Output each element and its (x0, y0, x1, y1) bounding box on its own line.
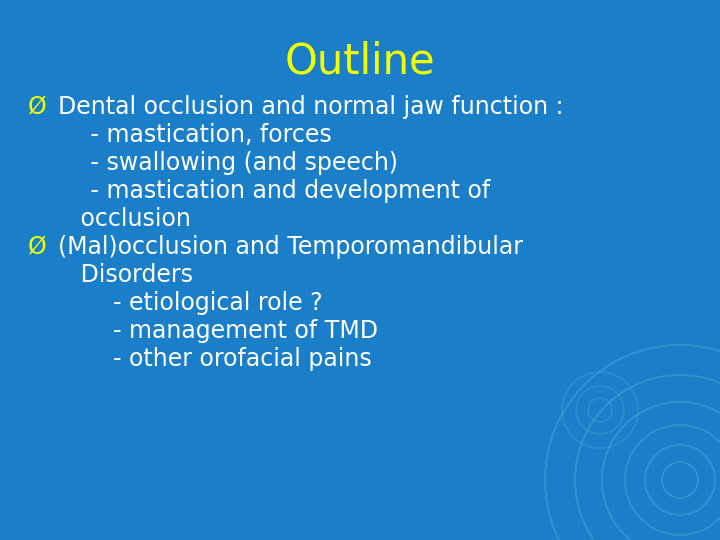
Text: Dental occlusion and normal jaw function :: Dental occlusion and normal jaw function… (58, 95, 564, 119)
Text: - mastication and development of: - mastication and development of (68, 179, 490, 203)
Text: - etiological role ?: - etiological role ? (68, 291, 323, 315)
Text: (Mal)occlusion and Temporomandibular: (Mal)occlusion and Temporomandibular (58, 235, 523, 259)
Text: - swallowing (and speech): - swallowing (and speech) (68, 151, 398, 175)
Text: Outline: Outline (284, 40, 436, 82)
Text: - other orofacial pains: - other orofacial pains (68, 347, 372, 371)
Text: - mastication, forces: - mastication, forces (68, 123, 332, 147)
Text: Ø: Ø (28, 235, 47, 259)
Text: Ø: Ø (28, 95, 47, 119)
Text: - management of TMD: - management of TMD (68, 319, 378, 343)
Text: Disorders: Disorders (58, 263, 193, 287)
Text: occlusion: occlusion (58, 207, 191, 231)
